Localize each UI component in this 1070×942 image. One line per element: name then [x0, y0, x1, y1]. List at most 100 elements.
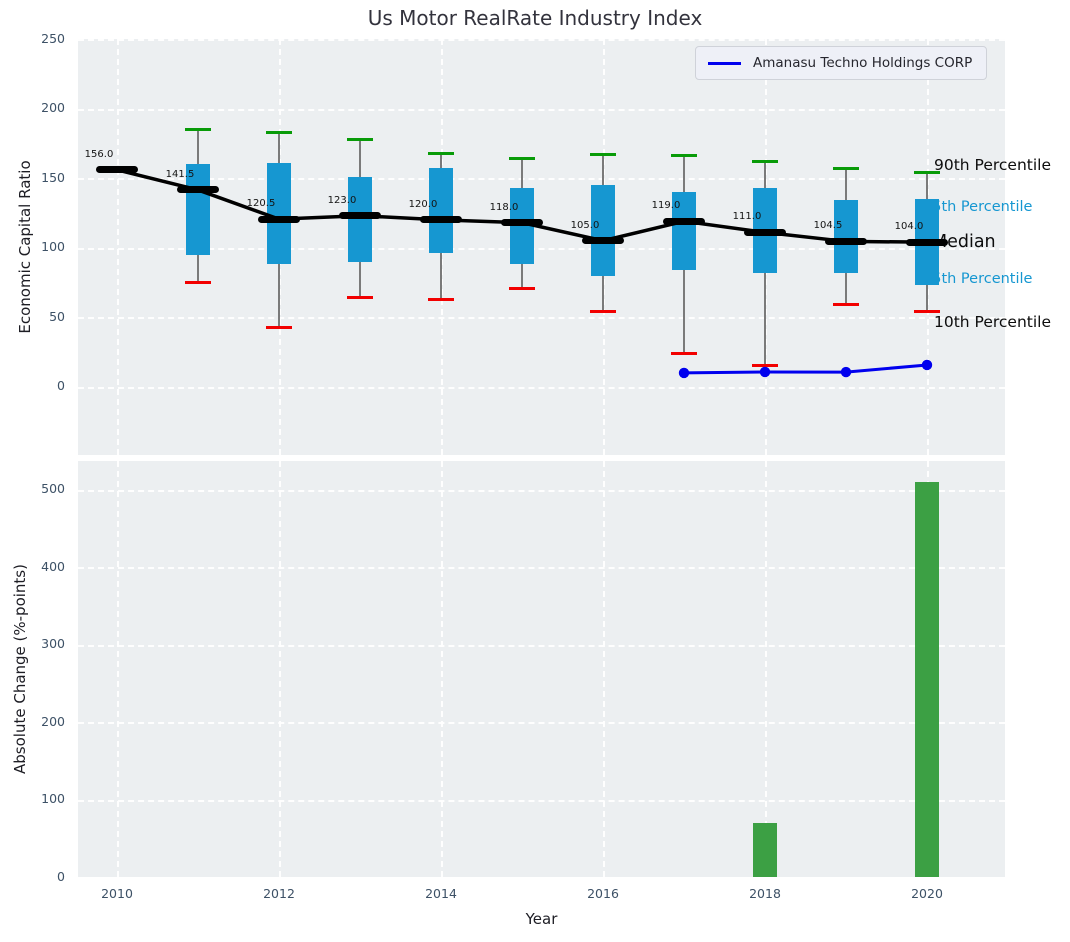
iqr-box-2019 [834, 200, 858, 273]
median-value-label-2013: 123.0 [327, 194, 357, 206]
y-tick-label: 0 [57, 378, 65, 394]
y-tick-label: 300 [41, 636, 65, 652]
p10-cap-2016 [590, 310, 616, 314]
iqr-box-2016 [591, 185, 615, 276]
y-tick-label: 0 [57, 868, 65, 884]
median-segment-2012 [258, 215, 300, 223]
bottom-y-axis-title: Absolute Change (%-points) [11, 564, 29, 774]
median-segment-2019 [825, 237, 867, 245]
horizontal-gridline [78, 567, 1005, 570]
x-axis-title: Year [525, 910, 558, 928]
median-segment-2017 [663, 217, 705, 225]
iqr-box-2017 [672, 192, 696, 270]
top-panel-economic-capital-ratio: 90th Percentile 75th Percentile Median 2… [78, 39, 1051, 455]
p10-cap-2020 [914, 310, 940, 314]
median-value-label-2011: 141.5 [165, 168, 195, 180]
median-value-label-2010: 156.0 [84, 148, 114, 160]
company-point-2019 [840, 366, 852, 378]
median-value-label-2015: 118.0 [489, 201, 519, 213]
iqr-box-2012 [267, 162, 291, 265]
p10-cap-2015 [509, 286, 535, 290]
p90-cap-2019 [833, 166, 859, 170]
y-tick-label: 100 [41, 791, 65, 807]
p10-cap-2013 [347, 296, 373, 300]
p90-percentile-label: 90th Percentile [934, 156, 1052, 174]
chart-title: Us Motor RealRate Industry Index [367, 6, 703, 30]
vertical-gridline [603, 461, 605, 877]
iqr-box-2013 [348, 176, 372, 262]
p90-cap-2016 [590, 152, 616, 156]
p10-cap-2018 [752, 364, 778, 368]
company-line [683, 363, 928, 375]
median-value-label-2020: 104.0 [894, 221, 924, 233]
horizontal-gridline [78, 644, 1005, 647]
vertical-gridline [279, 461, 281, 877]
y-tick-label: 500 [41, 481, 65, 497]
y-tick-label: 200 [41, 713, 65, 729]
vertical-gridline [441, 461, 443, 877]
y-tick-label: 150 [41, 169, 65, 185]
x-tick-label: 2012 [263, 886, 295, 901]
x-tick-label: 2014 [425, 886, 457, 901]
median-label: Median [932, 232, 996, 252]
horizontal-gridline [78, 39, 1005, 41]
legend: Amanasu Techno Holdings CORP [695, 46, 988, 80]
median-segment-2011 [177, 186, 219, 194]
vertical-gridline [117, 461, 119, 877]
x-tick-label: 2016 [587, 886, 619, 901]
y-tick-label: 100 [41, 239, 65, 255]
company-point-2017 [678, 367, 690, 379]
change-bar-2020 [915, 481, 939, 877]
legend-series-label: Amanasu Techno Holdings CORP [753, 55, 973, 71]
median-value-label-2018: 111.0 [732, 211, 762, 223]
median-segment-2010 [96, 166, 138, 174]
p10-cap-2014 [428, 297, 454, 301]
y-tick-label: 400 [41, 558, 65, 574]
median-value-label-2016: 105.0 [570, 219, 600, 231]
horizontal-gridline [78, 317, 1005, 320]
median-segment-2020 [906, 238, 948, 246]
y-tick-label: 50 [49, 308, 65, 324]
vertical-gridline [765, 461, 767, 877]
median-segment-2018 [744, 228, 786, 236]
median-segment-2014 [420, 216, 462, 224]
horizontal-gridline [78, 489, 1005, 492]
horizontal-gridline [78, 108, 1005, 111]
vertical-gridline [117, 39, 119, 455]
change-bar-2018 [753, 822, 777, 877]
q25-percentile-label: 25th Percentile [923, 271, 1033, 287]
x-tick-label: 2018 [749, 886, 781, 901]
p90-cap-2013 [347, 137, 373, 141]
p90-cap-2011 [185, 127, 211, 131]
x-tick-label: 2010 [101, 886, 133, 901]
median-value-label-2014: 120.0 [408, 198, 438, 210]
horizontal-gridline [78, 799, 1005, 802]
iqr-box-2011 [186, 164, 210, 255]
bottom-panel-absolute-change [78, 461, 1005, 879]
p90-cap-2020 [914, 171, 940, 175]
x-tick-label: 2020 [911, 886, 943, 901]
p90-cap-2012 [266, 130, 292, 134]
y-tick-label: 200 [41, 100, 65, 116]
horizontal-gridline [78, 877, 1005, 879]
company-line-layer [678, 359, 933, 379]
median-segment-2013 [339, 212, 381, 220]
p10-cap-2011 [185, 280, 211, 284]
p10-cap-2012 [266, 325, 292, 329]
legend-line-swatch [708, 61, 741, 65]
median-segment-2015 [501, 219, 543, 227]
iqr-box-2014 [429, 168, 453, 254]
median-value-label-2017: 119.0 [651, 200, 681, 212]
horizontal-gridline [78, 386, 1005, 389]
company-point-2018 [759, 366, 771, 378]
horizontal-gridline [78, 178, 1005, 181]
horizontal-gridline [78, 722, 1005, 725]
p10-cap-2017 [671, 351, 697, 355]
p90-cap-2017 [671, 154, 697, 158]
p90-cap-2015 [509, 157, 535, 161]
p10-cap-2019 [833, 303, 859, 307]
p10-percentile-label: 10th Percentile [934, 313, 1052, 331]
median-segment-2016 [582, 237, 624, 245]
y-tick-label: 250 [41, 30, 65, 46]
